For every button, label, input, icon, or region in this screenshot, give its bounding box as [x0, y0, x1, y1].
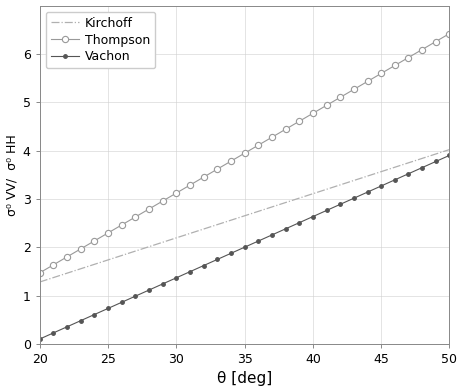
- X-axis label: θ [deg]: θ [deg]: [217, 372, 272, 387]
- Y-axis label: σ⁰ VV/  σ⁰ HH: σ⁰ VV/ σ⁰ HH: [6, 134, 19, 216]
- Legend: Kirchoff, Thompson, Vachon: Kirchoff, Thompson, Vachon: [46, 12, 155, 68]
